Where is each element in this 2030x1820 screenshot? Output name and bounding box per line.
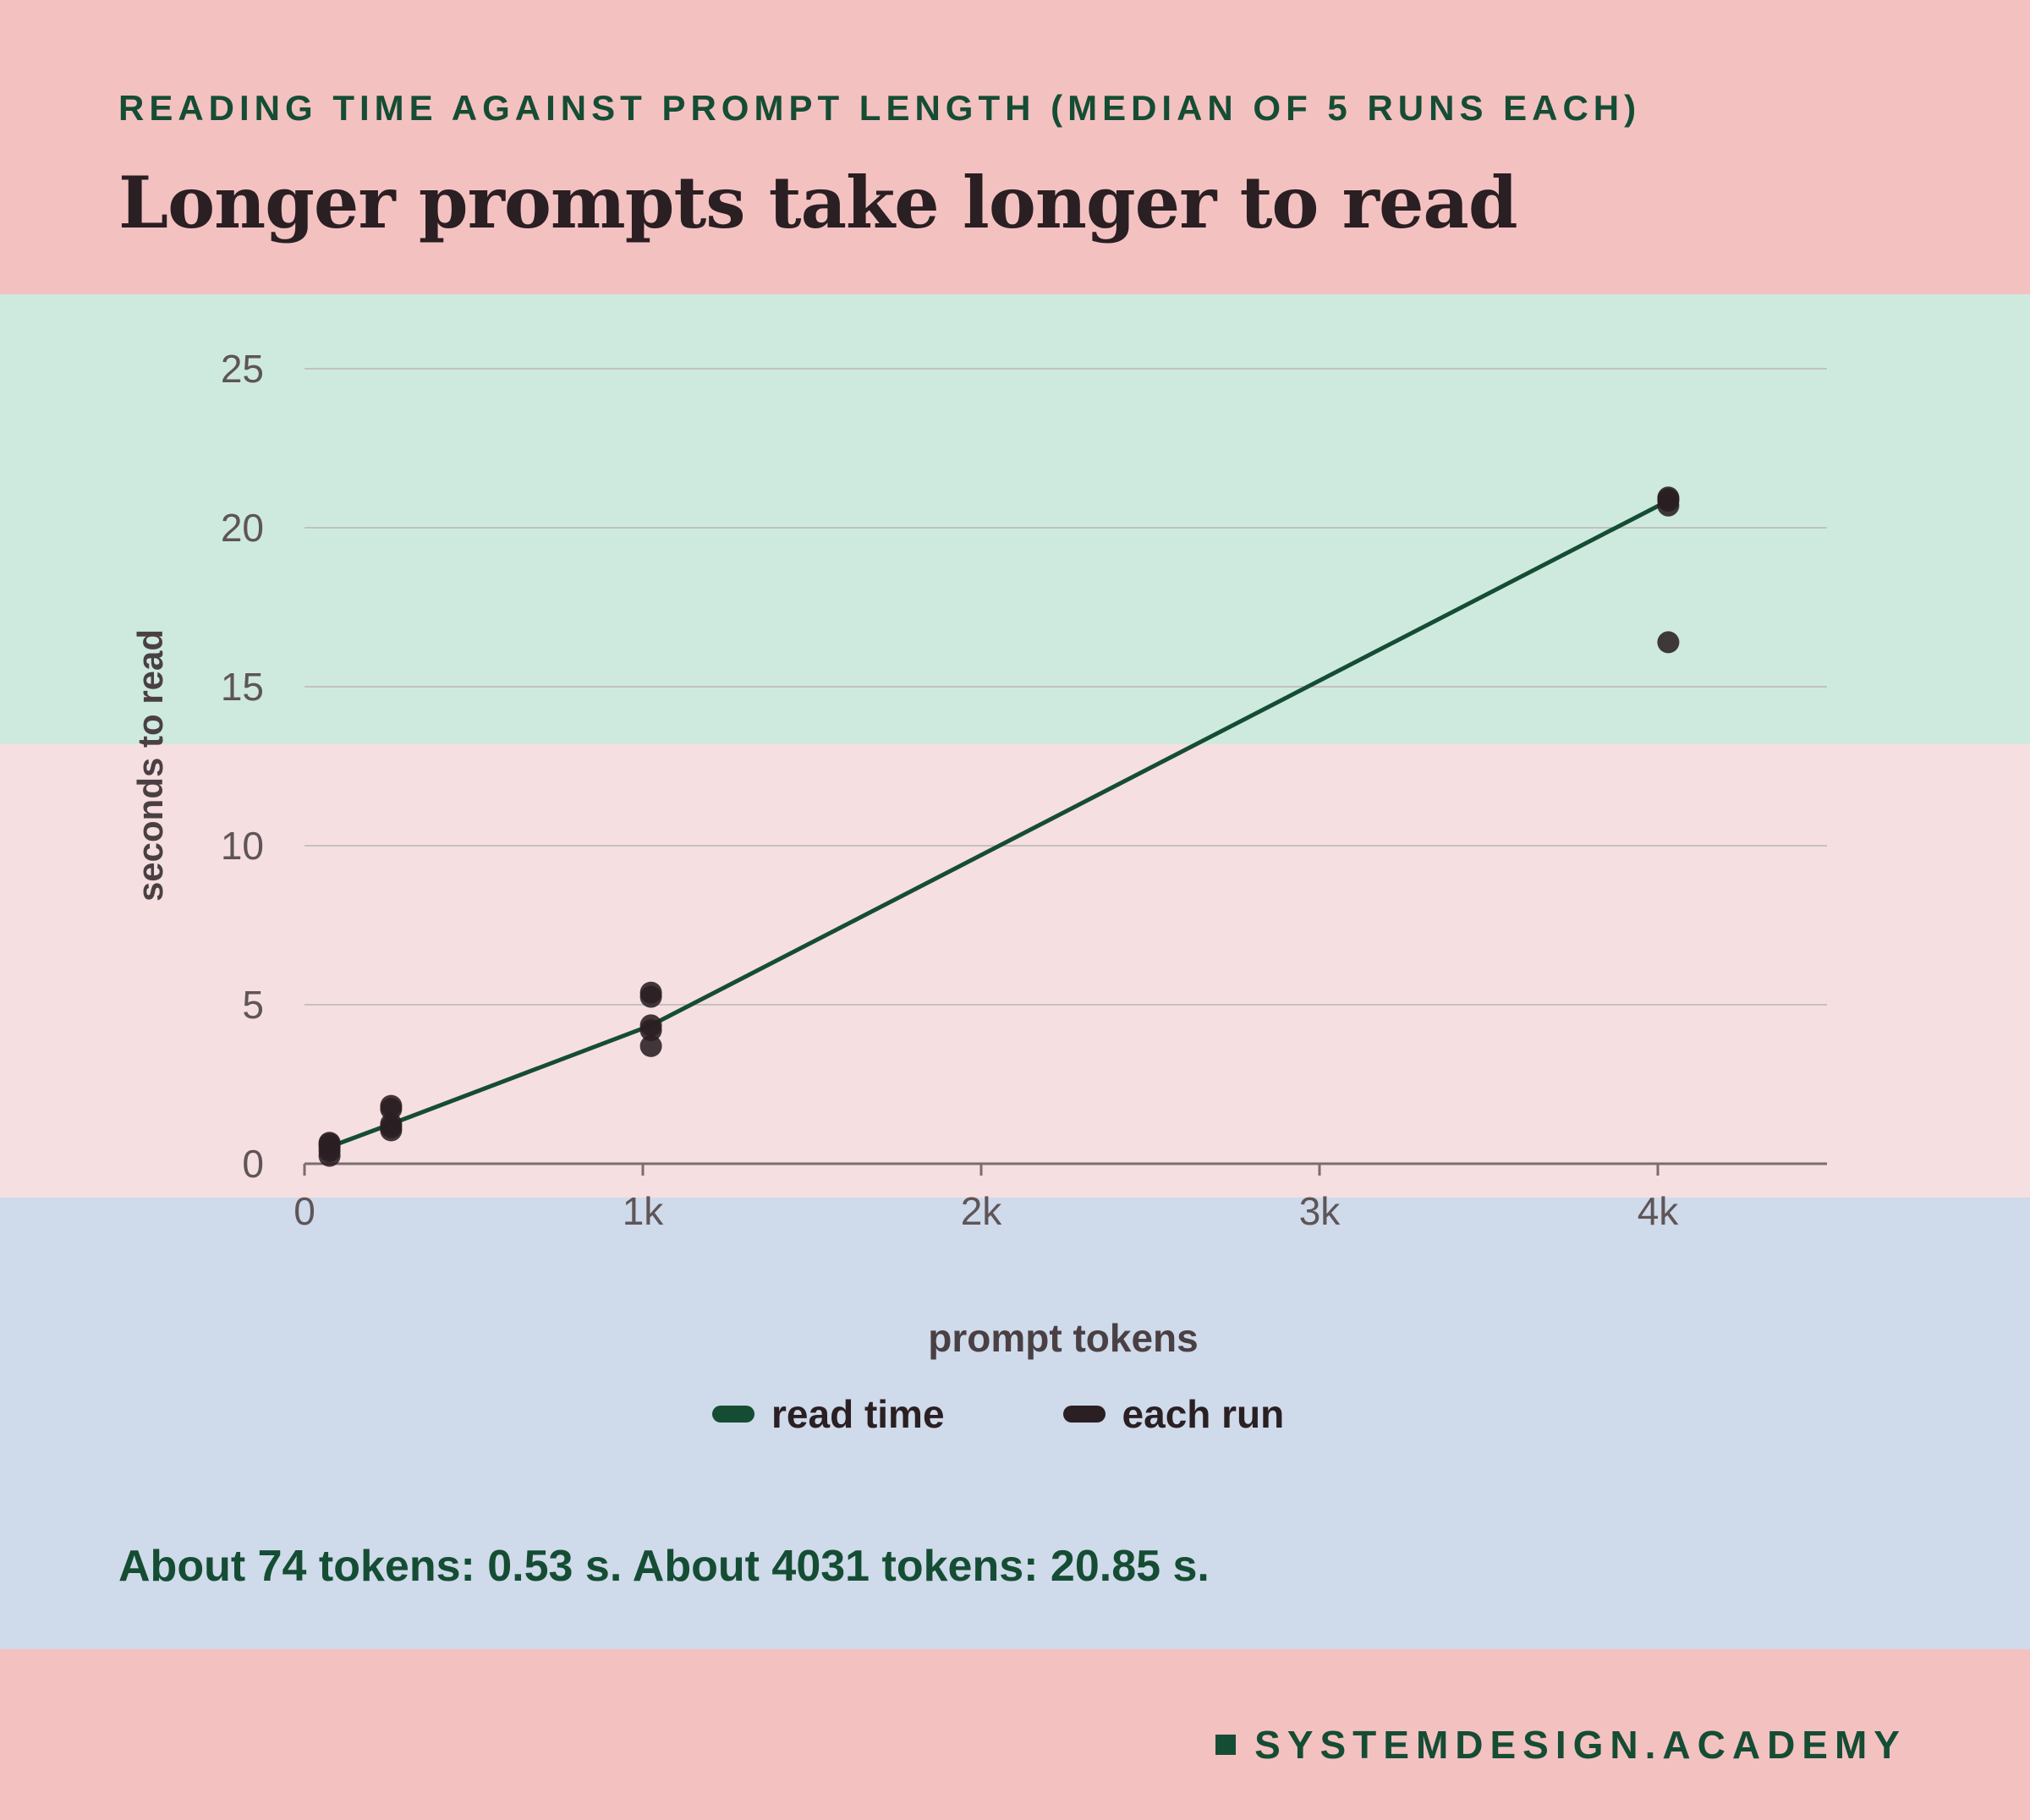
grid-lines — [304, 368, 1827, 1006]
data-point — [1657, 631, 1680, 654]
legend-band — [0, 1198, 2030, 1649]
y-tick-label: 10 — [221, 824, 264, 868]
legend-swatch-each-run — [1062, 1406, 1106, 1423]
x-tick-label: 4k — [1638, 1189, 1680, 1233]
header-band — [0, 0, 2030, 294]
brand-square-icon — [1215, 1735, 1237, 1755]
footer-band — [0, 1649, 2030, 1820]
legend-item-read-time: read time — [712, 1391, 945, 1437]
footer-brand: SYSTEMDESIGN.ACADEMY — [1215, 1722, 1907, 1768]
x-tick-label: 3k — [1299, 1189, 1341, 1233]
x-tick-label: 0 — [294, 1189, 315, 1233]
chart-legend: read time each run — [712, 1391, 1284, 1437]
x-tick-label: 2k — [961, 1189, 1003, 1233]
y-axis-label: seconds to read — [130, 629, 170, 902]
y-tick-label: 5 — [242, 983, 264, 1027]
data-point — [380, 1094, 403, 1117]
plot-band-lower — [0, 744, 2030, 1198]
x-tick-labels: 0 1k 2k 3k 4k — [294, 1164, 1679, 1233]
chart-title: Longer prompts take longer to read — [118, 161, 1518, 244]
data-point — [639, 1034, 662, 1057]
legend-label-each-run: each run — [1122, 1392, 1285, 1436]
y-tick-label: 0 — [242, 1142, 264, 1186]
data-point — [639, 1014, 662, 1037]
series-points-each-run — [318, 486, 1680, 1167]
x-axis-label: prompt tokens — [928, 1316, 1198, 1360]
summary-note: About 74 tokens: 0.53 s. About 4031 toke… — [118, 1542, 1210, 1591]
legend-label-read-time: read time — [771, 1392, 945, 1436]
data-point — [318, 1132, 341, 1154]
y-tick-label: 15 — [221, 665, 264, 709]
legend-item-each-run: each run — [1062, 1391, 1285, 1437]
chart-kicker: READING TIME AGAINST PROMPT LENGTH (MEDI… — [118, 88, 1642, 128]
y-tick-label: 25 — [221, 347, 264, 391]
data-point — [1657, 486, 1680, 509]
data-point — [639, 981, 662, 1004]
series-line-read-time — [327, 498, 1671, 1149]
x-tick-label: 1k — [623, 1189, 665, 1233]
legend-swatch-read-time — [712, 1406, 754, 1423]
scatter-chart: 0 5 10 15 20 25 0 1k 2k 3k 4k prompt tokens secon… — [130, 347, 1827, 1360]
y-tick-labels: 0 5 10 15 20 25 — [221, 347, 264, 1186]
brand-name: SYSTEMDESIGN.ACADEMY — [1254, 1723, 1907, 1767]
y-tick-label: 20 — [221, 506, 264, 550]
